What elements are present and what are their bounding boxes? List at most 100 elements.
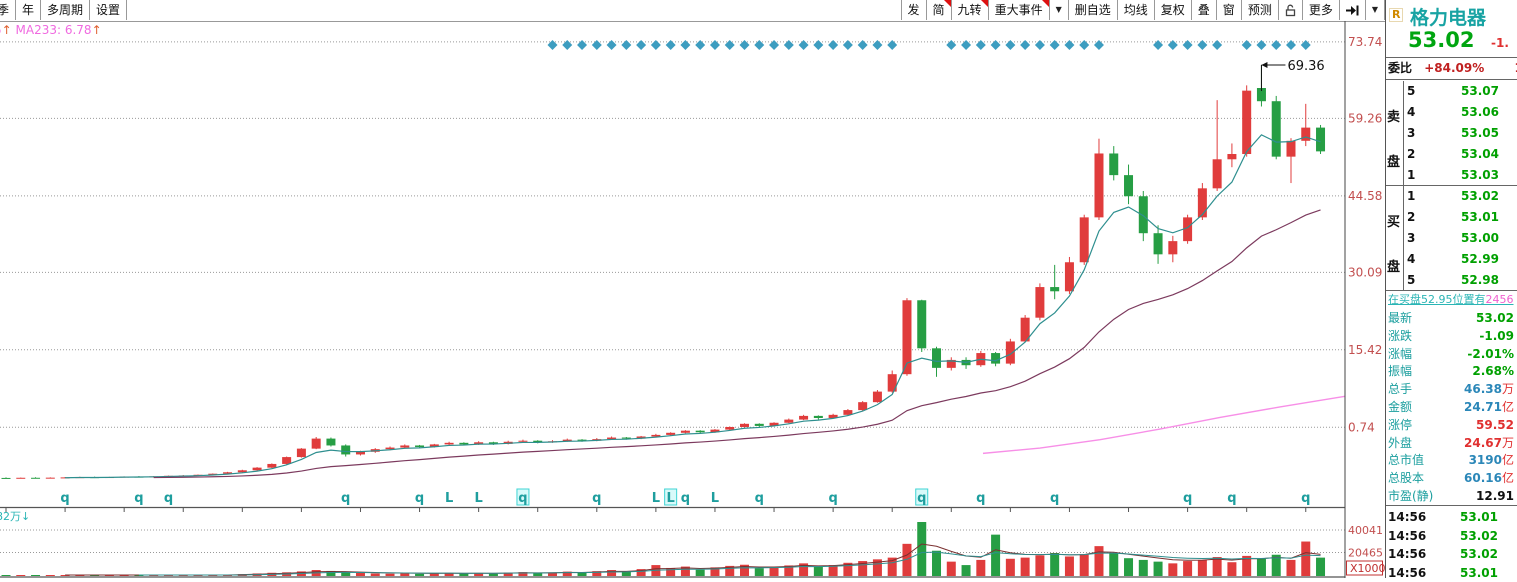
candle xyxy=(1124,175,1134,197)
tab-年[interactable]: 年 xyxy=(15,0,40,20)
tick-row[interactable]: 14:56 53.01 xyxy=(1388,565,1498,580)
volume-bar xyxy=(1153,561,1163,576)
volume-bar xyxy=(341,571,351,576)
candle xyxy=(267,463,277,468)
candle xyxy=(1079,217,1089,263)
signal-marker-q: q xyxy=(1050,491,1059,506)
candle xyxy=(45,477,55,479)
signal-diamond xyxy=(724,40,735,50)
volume-bar xyxy=(444,573,454,576)
new-badge xyxy=(943,0,951,7)
level-row[interactable]: 2 53.04 xyxy=(1403,144,1517,165)
candle xyxy=(1301,127,1311,141)
candle xyxy=(60,477,70,479)
jump-button[interactable] xyxy=(1338,0,1365,20)
volume-bar xyxy=(828,565,838,576)
button-删自选[interactable]: 删自选 xyxy=(1067,0,1117,20)
candle xyxy=(385,447,395,450)
candlestick-chart[interactable]: 73.74 59.26 44.58 30.09 15.42 0.74 40041 20465 X… xyxy=(0,21,1386,578)
volume-bar xyxy=(607,570,617,576)
dropdown-button[interactable]: ▼ xyxy=(1364,0,1385,20)
tab-设置[interactable]: 设置 xyxy=(89,0,128,20)
order-notice: 在买盘52.95位置有2456 xyxy=(1388,293,1514,306)
level-row[interactable]: 3 53.05 xyxy=(1403,123,1517,144)
volume-bar xyxy=(415,573,425,576)
button-预测[interactable]: 预测 xyxy=(1240,0,1278,20)
signal-diamond xyxy=(739,40,750,50)
volume-bar xyxy=(1124,558,1134,576)
price-axis-label: 73.74 xyxy=(1348,35,1382,49)
volume-bar xyxy=(1168,563,1178,576)
volume-bar xyxy=(1271,554,1281,576)
candle xyxy=(208,473,218,475)
level-row[interactable]: 1 53.03 xyxy=(1403,165,1517,186)
volume-ma5-line xyxy=(65,543,1321,576)
candle xyxy=(16,477,26,479)
signal-diamond xyxy=(769,40,780,50)
button-均线[interactable]: 均线 xyxy=(1116,0,1154,20)
new-badge xyxy=(1041,0,1049,7)
button-简[interactable]: 简 xyxy=(925,0,951,20)
stat-row-最新: 最新 53.02 xyxy=(1388,311,1514,325)
dropdown-button[interactable]: ▼ xyxy=(1048,0,1068,20)
signal-diamond xyxy=(1212,40,1223,50)
signal-diamond xyxy=(857,40,868,50)
price-axis-label: 44.58 xyxy=(1348,189,1382,203)
notice-volume: 2456 xyxy=(1485,293,1514,306)
volume-bar xyxy=(547,572,557,576)
button-复权[interactable]: 复权 xyxy=(1153,0,1191,20)
level-row[interactable]: 4 53.06 xyxy=(1403,102,1517,123)
level-row[interactable]: 2 53.01 xyxy=(1403,207,1517,228)
button-九转[interactable]: 九转 xyxy=(950,0,988,20)
level-row[interactable]: 1 53.02 xyxy=(1403,186,1517,207)
candle xyxy=(1316,127,1326,152)
level-row[interactable]: 4 52.99 xyxy=(1403,249,1517,270)
level-row[interactable]: 5 53.07 xyxy=(1403,81,1517,102)
volume-axis-label: 40041 xyxy=(1348,524,1383,537)
lock-button[interactable] xyxy=(1277,0,1302,20)
candle xyxy=(754,423,764,426)
volume-axis-label: 20465 xyxy=(1348,546,1383,559)
volume-bar xyxy=(1316,557,1326,576)
signal-diamond xyxy=(650,40,661,50)
period-tabs: 季年多周期 设置 xyxy=(0,0,128,20)
candle xyxy=(311,438,321,449)
signal-diamond xyxy=(636,40,647,50)
signal-marker-q: q xyxy=(415,491,424,506)
level-row[interactable]: 5 52.98 xyxy=(1403,270,1517,291)
signal-diamond xyxy=(1064,40,1075,50)
volume-bar xyxy=(991,534,1001,576)
tab-季[interactable]: 季 xyxy=(0,0,15,20)
tick-row[interactable]: 14:56 53.02 xyxy=(1388,547,1498,561)
candle xyxy=(769,422,779,426)
tick-row[interactable]: 14:56 53.02 xyxy=(1388,528,1498,543)
tick-row[interactable]: 14:56 53.01 xyxy=(1388,510,1498,524)
weibi-value: +84.09% xyxy=(1424,61,1485,75)
candle xyxy=(932,348,942,368)
stat-row-总股本: 总股本 60.16亿 xyxy=(1388,471,1514,486)
level-row[interactable]: 3 53.00 xyxy=(1403,228,1517,249)
button-重大事件[interactable]: 重大事件 xyxy=(987,0,1049,20)
button-叠[interactable]: 叠 xyxy=(1190,0,1216,20)
button-更多[interactable]: 更多 xyxy=(1301,0,1339,20)
candle xyxy=(740,423,749,427)
signal-diamond xyxy=(709,40,720,50)
volume-bar xyxy=(503,572,513,576)
volume-bar xyxy=(1301,541,1311,576)
signal-diamond xyxy=(1079,40,1090,50)
volume-bar xyxy=(636,569,646,576)
candle xyxy=(459,442,469,445)
volume-bar xyxy=(932,550,942,576)
button-发[interactable]: 发 xyxy=(900,0,926,20)
tab-多周期[interactable]: 多周期 xyxy=(40,0,89,20)
candle xyxy=(341,445,351,455)
signal-diamond xyxy=(961,40,972,50)
candle xyxy=(784,419,794,423)
volume-bar xyxy=(1079,554,1089,576)
candle xyxy=(843,410,853,415)
r-badge: R xyxy=(1389,8,1404,22)
button-窗[interactable]: 窗 xyxy=(1215,0,1241,20)
candle xyxy=(355,451,365,455)
signal-diamond xyxy=(813,40,824,50)
signal-marker-L: L xyxy=(445,491,453,506)
